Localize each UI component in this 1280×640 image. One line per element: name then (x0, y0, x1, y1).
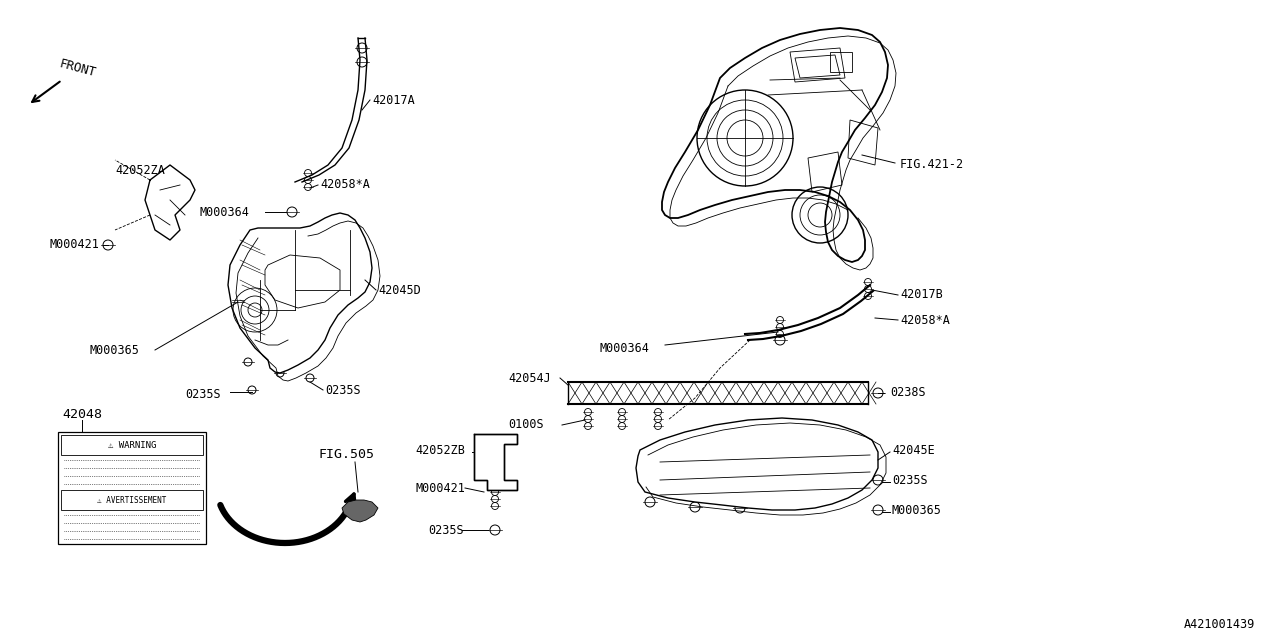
Text: FIG.421-2: FIG.421-2 (900, 159, 964, 172)
Text: 0235S: 0235S (186, 388, 220, 401)
Polygon shape (342, 500, 378, 522)
Text: M000421: M000421 (415, 481, 465, 495)
Text: 42054J: 42054J (508, 371, 550, 385)
Text: 0238S: 0238S (890, 387, 925, 399)
Text: M000364: M000364 (600, 342, 650, 355)
FancyBboxPatch shape (61, 490, 204, 510)
Text: 42058*A: 42058*A (900, 314, 950, 326)
Polygon shape (228, 213, 372, 373)
Text: 42045D: 42045D (378, 284, 421, 296)
Text: M000421: M000421 (50, 239, 100, 252)
Text: M000365: M000365 (90, 344, 140, 356)
Text: 42052ZA: 42052ZA (115, 163, 165, 177)
Text: 42058*A: 42058*A (320, 179, 370, 191)
Text: M000365: M000365 (892, 504, 942, 516)
Text: 0235S: 0235S (325, 383, 361, 397)
Text: 42017B: 42017B (900, 289, 943, 301)
Text: A421001439: A421001439 (1184, 618, 1254, 632)
Polygon shape (662, 28, 888, 262)
Text: 0235S: 0235S (892, 474, 928, 486)
Text: 42052ZB: 42052ZB (415, 444, 465, 456)
Text: 42045E: 42045E (892, 444, 934, 456)
Text: FRONT: FRONT (58, 57, 97, 79)
Text: ⚠ WARNING: ⚠ WARNING (108, 440, 156, 449)
Text: M000364: M000364 (200, 205, 250, 218)
Polygon shape (474, 434, 517, 490)
Text: FIG.505: FIG.505 (317, 449, 374, 461)
Text: 0235S: 0235S (428, 524, 463, 536)
FancyBboxPatch shape (61, 435, 204, 455)
Text: 42017A: 42017A (372, 93, 415, 106)
Text: 42048: 42048 (61, 408, 102, 422)
Text: ⚠ AVERTISSEMENT: ⚠ AVERTISSEMENT (97, 495, 166, 504)
Polygon shape (636, 418, 878, 510)
Text: 0100S: 0100S (508, 419, 544, 431)
FancyBboxPatch shape (58, 432, 206, 544)
